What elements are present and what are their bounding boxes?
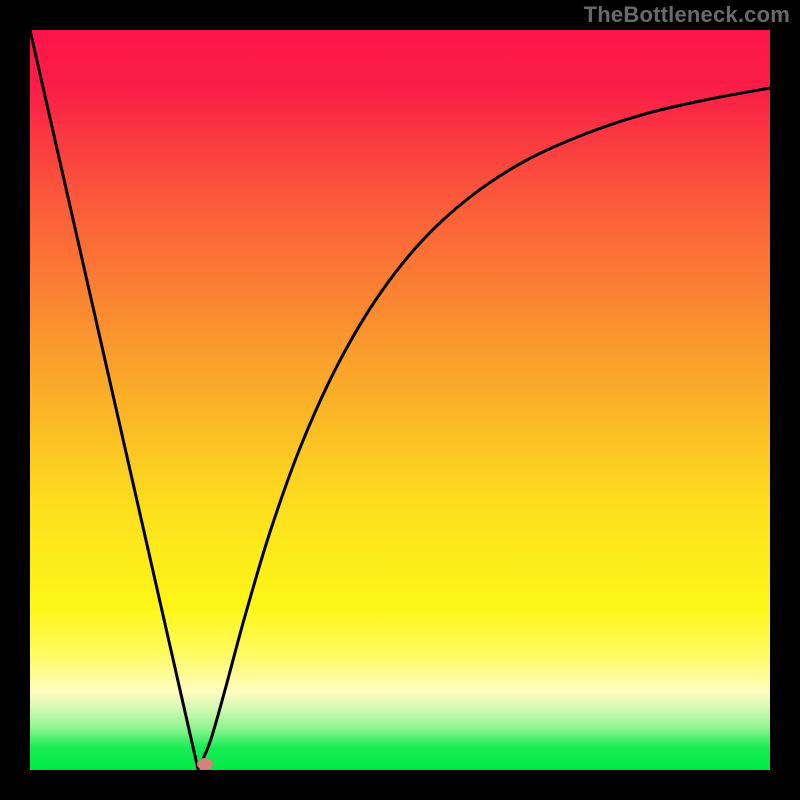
minimum-marker [197, 758, 213, 770]
chart-frame: TheBottleneck.com [0, 0, 800, 800]
curve-path [30, 30, 770, 769]
watermark-text: TheBottleneck.com [584, 2, 790, 28]
bottleneck-curve [30, 30, 770, 770]
gradient-plot-area [30, 30, 770, 770]
